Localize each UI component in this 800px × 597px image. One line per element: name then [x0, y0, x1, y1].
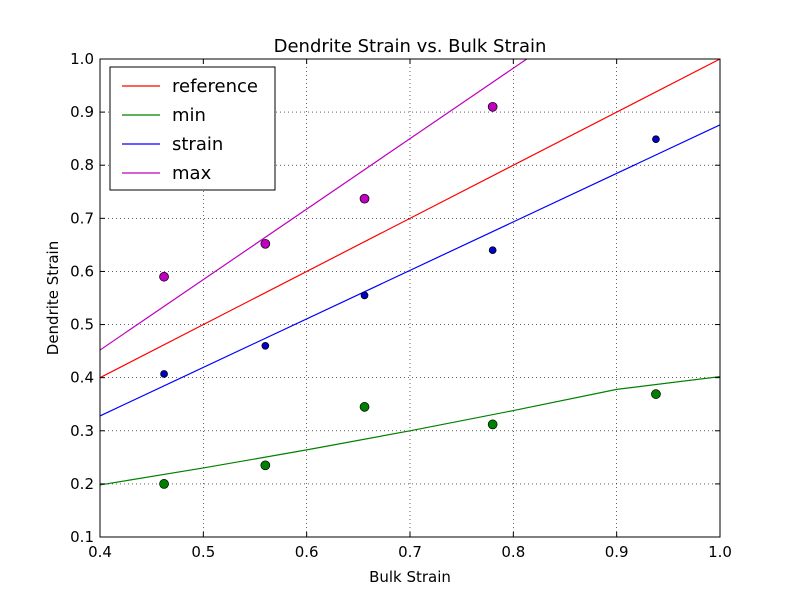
- x-tick-label: 0.6: [295, 543, 319, 561]
- x-tick-label: 0.9: [605, 543, 629, 561]
- x-tick-label: 0.5: [191, 543, 215, 561]
- point-max: [487, 101, 498, 112]
- scatter-points: [159, 101, 661, 489]
- y-tick-label: 0.2: [70, 475, 94, 493]
- y-tick-label: 0.5: [70, 316, 94, 334]
- y-tick-label: 0.9: [70, 103, 94, 121]
- series-line-min: [100, 376, 720, 486]
- point-min: [159, 479, 169, 489]
- point-min: [487, 419, 498, 430]
- point-max: [260, 238, 271, 249]
- chart-title: Dendrite Strain vs. Bulk Strain: [274, 36, 547, 57]
- y-tick-label: 0.3: [70, 422, 94, 440]
- series-line-max: [100, 59, 528, 351]
- y-tick-label: 1.0: [70, 50, 94, 68]
- legend-label-min: min: [172, 105, 206, 126]
- x-tick-label: 0.4: [88, 543, 112, 561]
- point-min: [651, 389, 661, 399]
- y-axis-label: Dendrite Strain: [44, 241, 62, 355]
- legend: reference min strain max: [109, 66, 276, 191]
- axis-ticks: 0.4 0.5 0.6 0.7 0.8 0.9 1.0 0.1 0.2 0.3 0.4 0.5 0.6 0…: [70, 50, 732, 561]
- y-tick-label: 0.8: [70, 156, 94, 174]
- x-axis-label: Bulk Strain: [369, 568, 451, 586]
- y-tick-label: 0.6: [70, 262, 94, 280]
- x-tick-label: 0.7: [398, 543, 422, 561]
- series-lines: [100, 59, 720, 486]
- y-tick-label: 0.4: [70, 369, 94, 387]
- point-strain: [261, 341, 270, 350]
- x-tick-label: 0.8: [501, 543, 525, 561]
- point-strain: [160, 370, 168, 378]
- point-min: [359, 402, 370, 412]
- y-tick-label: 0.7: [70, 209, 94, 227]
- y-tick-label: 0.1: [70, 528, 94, 546]
- legend-label-max: max: [172, 163, 212, 184]
- series-line-strain: [100, 124, 720, 417]
- point-strain: [360, 291, 369, 300]
- legend-label-strain: strain: [172, 134, 223, 155]
- point-max: [359, 193, 370, 204]
- legend-box: [109, 66, 276, 191]
- point-strain: [652, 135, 660, 144]
- point-strain: [488, 246, 497, 255]
- point-max: [159, 271, 169, 282]
- legend-label-reference: reference: [172, 76, 258, 97]
- x-tick-label: 1.0: [708, 543, 732, 561]
- series-line-reference: [100, 59, 720, 379]
- point-min: [260, 460, 271, 471]
